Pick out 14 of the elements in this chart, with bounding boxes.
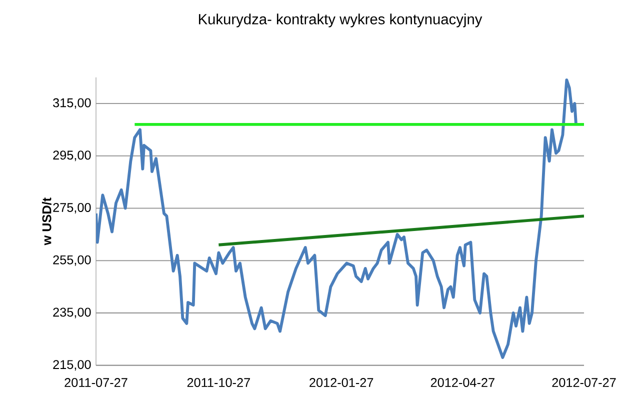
y-axis-title: w USD/t — [42, 197, 52, 246]
x-tick-label: 2012-04-27 — [430, 378, 494, 387]
x-tick-label: 2011-10-27 — [187, 378, 250, 387]
y-tick-label: 275,00 — [53, 202, 91, 214]
chart-title: Kukurydza- kontrakty wykres kontynuacyjny — [198, 13, 482, 28]
x-tick-label: 2012-01-27 — [310, 378, 374, 387]
y-tick-label: 295,00 — [53, 150, 91, 161]
y-tick-label: 315,00 — [53, 98, 91, 109]
x-tick-label: 2011-07-27 — [64, 378, 128, 387]
y-tick-label: 255,00 — [53, 255, 91, 266]
y-tick-label: 235,00 — [53, 308, 91, 318]
line-series — [96, 78, 578, 359]
y-tick-label: 215,00 — [53, 360, 91, 370]
x-tick-label: 2012-07-27 — [552, 378, 616, 387]
